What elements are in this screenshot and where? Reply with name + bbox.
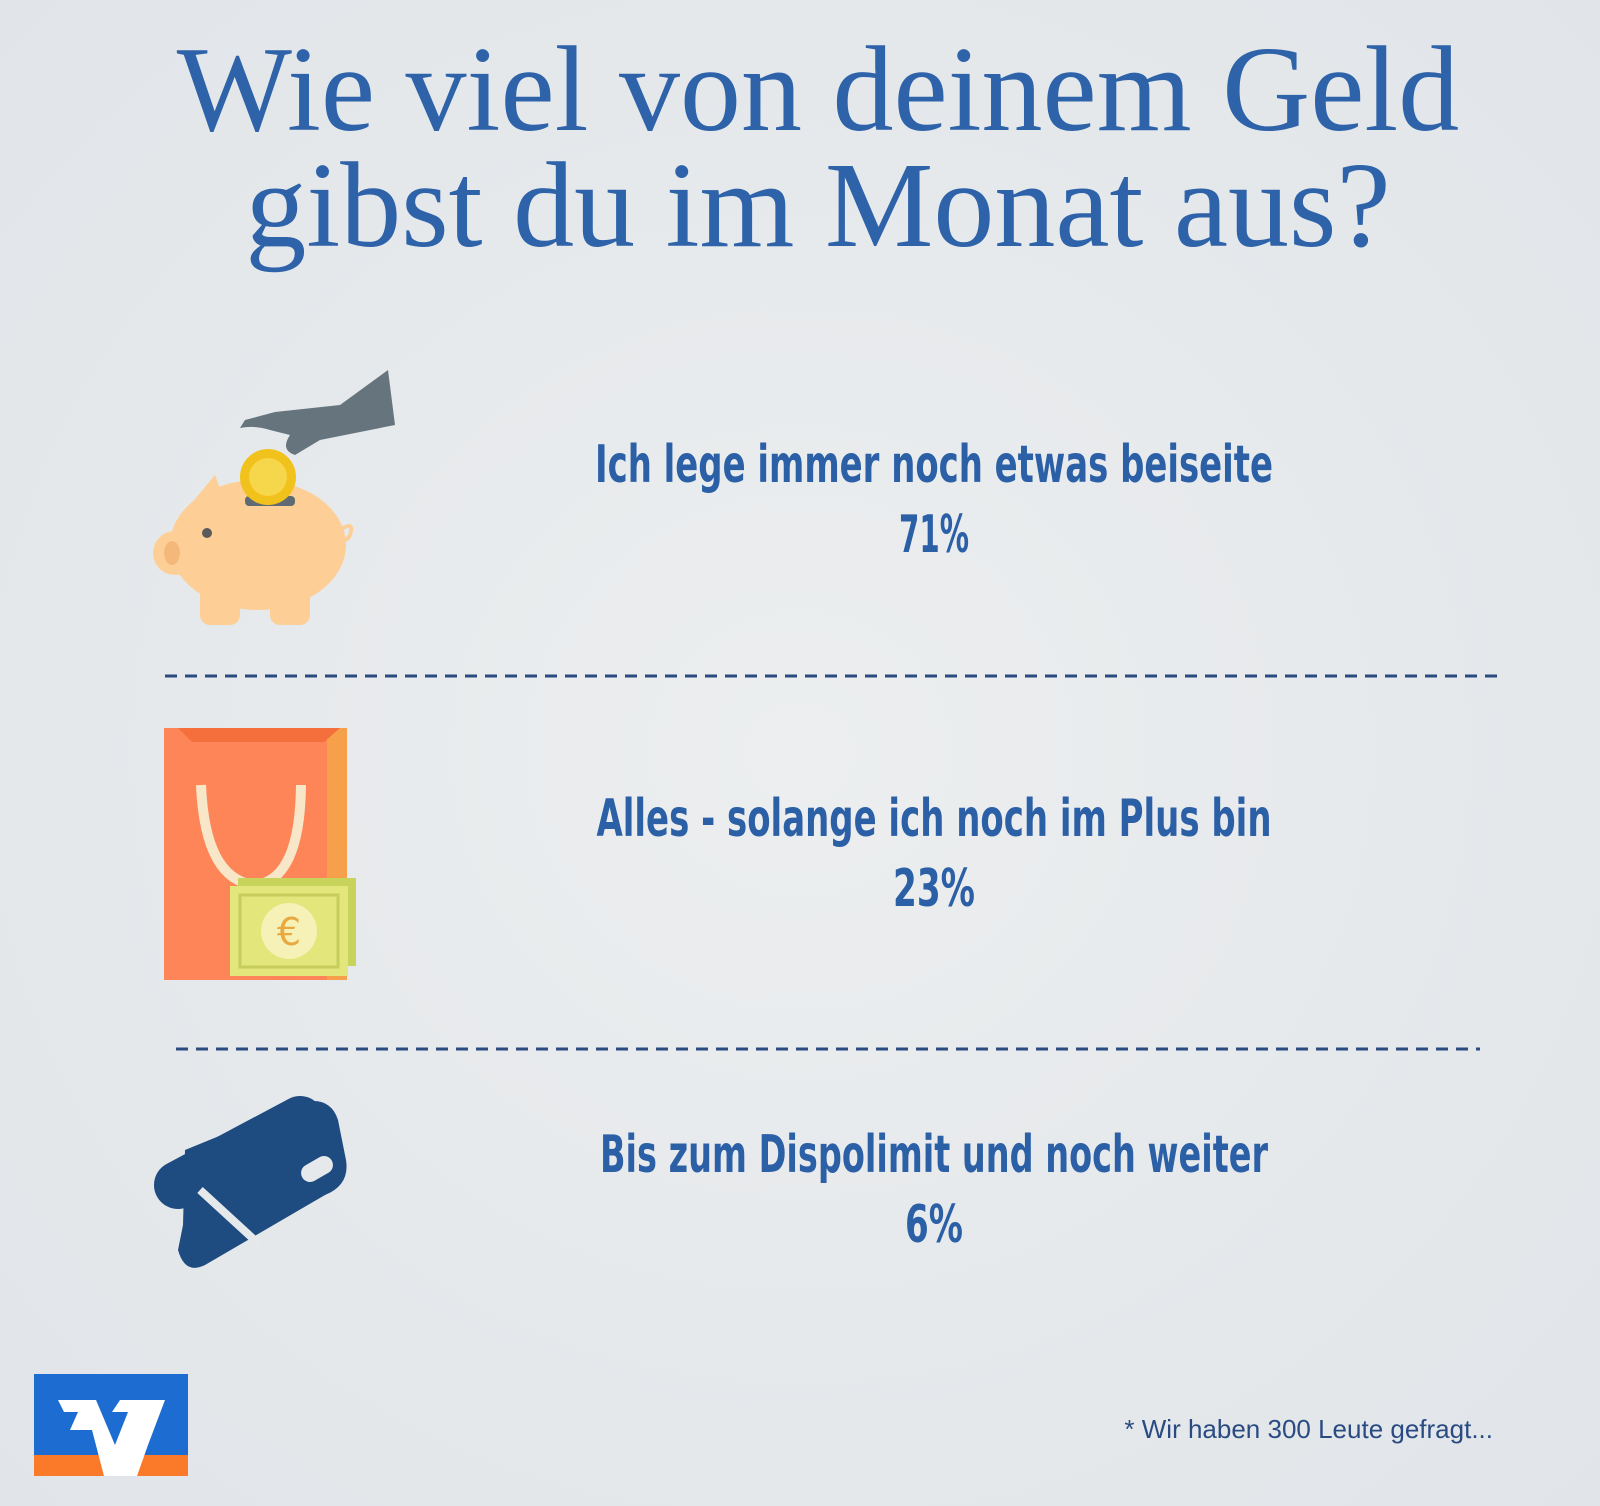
logo — [34, 1374, 188, 1476]
title-line: gibst du im Monat aus? — [245, 138, 1390, 273]
title-line: Wie viel von deinem Geld — [177, 22, 1460, 157]
item-label: Bis zum Dispolimit und noch weiter — [600, 1125, 1268, 1185]
item-value: 71% — [899, 505, 969, 565]
shopping-icon: € — [164, 728, 356, 980]
svg-text:€: € — [277, 910, 301, 954]
item-label: Ich lege immer noch etwas beiseite — [595, 435, 1273, 495]
piggy-icon — [153, 370, 395, 625]
item-value: 23% — [893, 859, 975, 919]
footnote: * Wir haben 300 Leute gefragt... — [1124, 1414, 1493, 1444]
item-value: 6% — [905, 1195, 963, 1255]
item-label: Alles - solange ich noch im Plus bin — [597, 789, 1272, 849]
card-icon — [154, 1096, 347, 1268]
